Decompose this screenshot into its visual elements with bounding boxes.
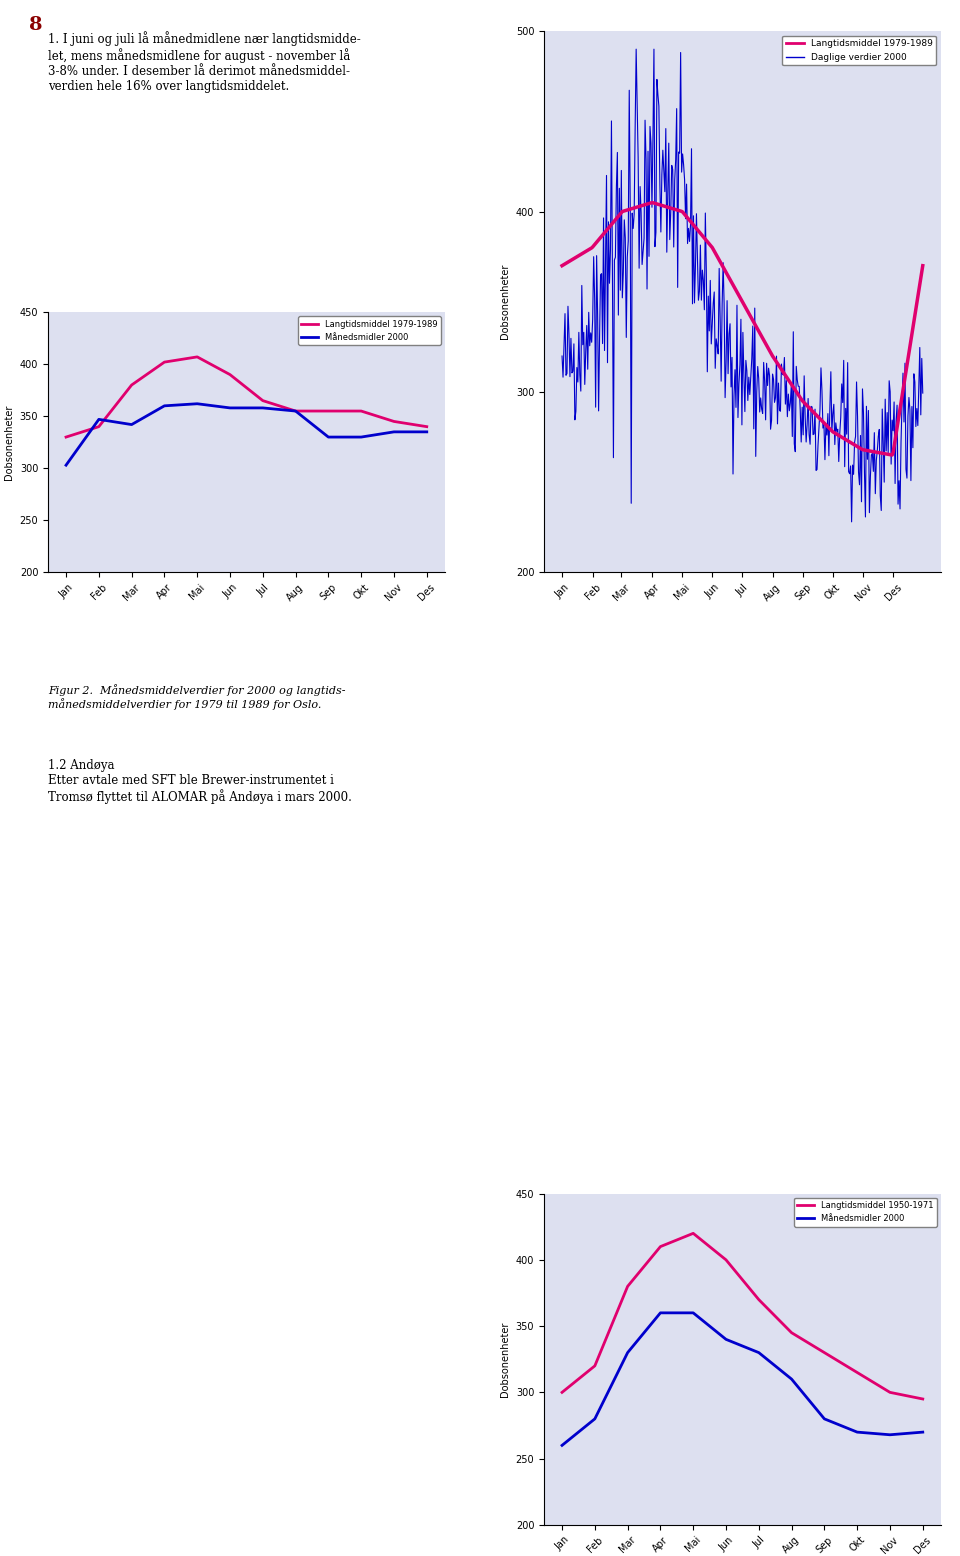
Y-axis label: Dobsonenheter: Dobsonenheter bbox=[4, 405, 14, 479]
Legend: Langtidsmiddel 1979-1989, Daglige verdier 2000: Langtidsmiddel 1979-1989, Daglige verdie… bbox=[781, 36, 936, 65]
Text: Figur 2.  Månedsmiddelverdier for 2000 og langtids-
månedsmiddelverdier for 1979: Figur 2. Månedsmiddelverdier for 2000 og… bbox=[48, 685, 346, 710]
Y-axis label: Dobsonenheter: Dobsonenheter bbox=[500, 265, 510, 339]
Y-axis label: Dobsonenheter: Dobsonenheter bbox=[500, 1321, 510, 1397]
Legend: Langtidsmiddel 1950-1971, Månedsmidler 2000: Langtidsmiddel 1950-1971, Månedsmidler 2… bbox=[794, 1198, 937, 1226]
Text: 1. I juni og juli lå månedmidlene nær langtidsmidde-
let, mens månedsmidlene for: 1. I juni og juli lå månedmidlene nær la… bbox=[48, 31, 361, 93]
Text: 1.2 Andøya
Etter avtale med SFT ble Brewer-instrumentet i
Tromsø flyttet til ALO: 1.2 Andøya Etter avtale med SFT ble Brew… bbox=[48, 759, 352, 804]
Text: 8: 8 bbox=[29, 16, 42, 34]
Legend: Langtidsmiddel 1979-1989, Månedsmidler 2000: Langtidsmiddel 1979-1989, Månedsmidler 2… bbox=[298, 316, 441, 345]
